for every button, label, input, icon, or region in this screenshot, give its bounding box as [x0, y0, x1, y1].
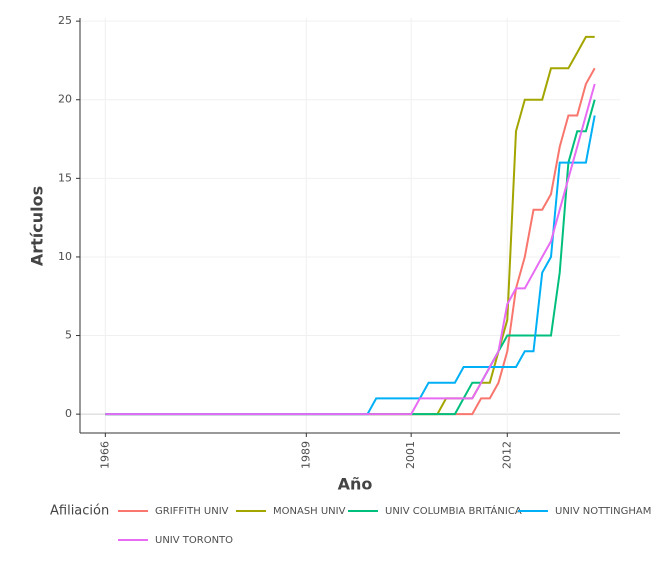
- x-tick-label: 1989: [299, 441, 312, 469]
- x-tick-label: 1966: [98, 441, 111, 469]
- legend-label: UNIV COLUMBIA BRITÁNICA: [385, 504, 522, 517]
- y-tick-label: 15: [58, 171, 72, 184]
- y-tick-label: 10: [58, 250, 72, 263]
- x-axis-title: Año: [338, 475, 373, 494]
- legend-label: GRIFFITH UNIV: [155, 506, 229, 517]
- x-tick-label: 2012: [500, 441, 513, 469]
- series-line: [105, 83, 596, 416]
- legend-label: UNIV TORONTO: [155, 535, 233, 546]
- legend-label: MONASH UNIV: [273, 506, 346, 517]
- y-tick-label: 25: [58, 14, 72, 27]
- legend-label: UNIV NOTTINGHAM: [555, 506, 651, 517]
- y-tick-label: 0: [65, 407, 72, 420]
- y-axis-title: Artículos: [28, 186, 47, 266]
- legend-title: Afiliación: [50, 504, 109, 519]
- series-line: [105, 115, 596, 416]
- y-tick-label: 5: [65, 329, 72, 342]
- x-tick-label: 2001: [404, 441, 417, 469]
- y-tick-label: 20: [58, 93, 72, 106]
- series-line: [105, 67, 596, 416]
